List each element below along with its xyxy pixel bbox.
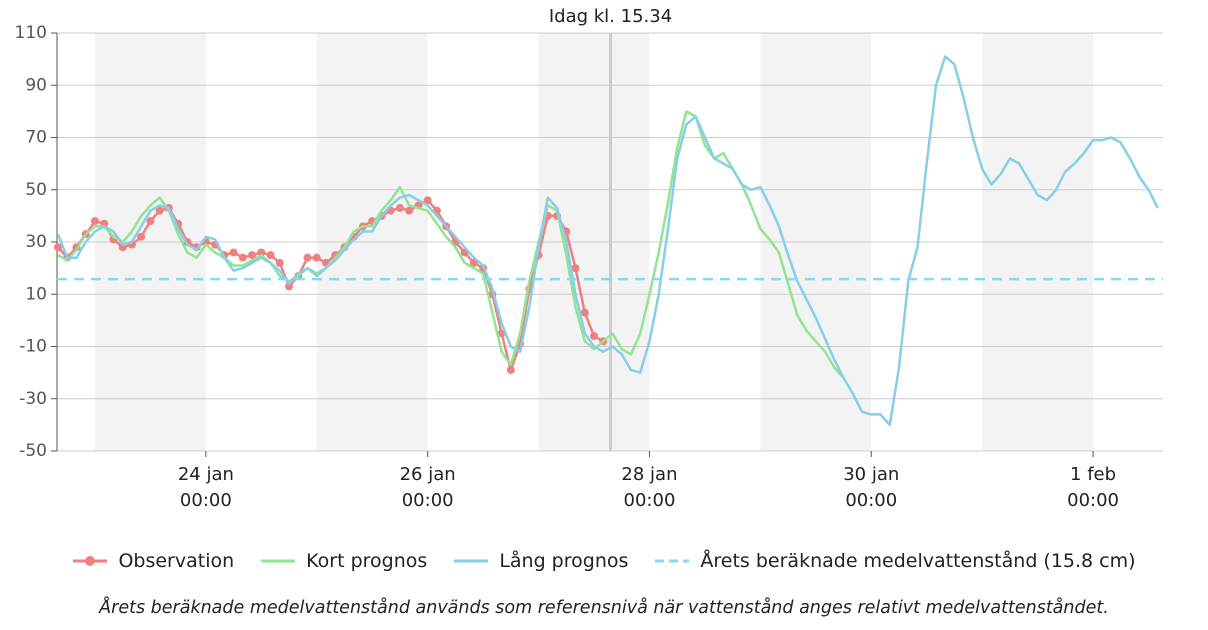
legend-label: Årets beräknade medelvattenstånd (15.8 c…	[700, 550, 1136, 572]
legend: Observation Kort prognos Lång prognos Årets…	[0, 550, 1208, 572]
legend-swatch	[261, 559, 296, 563]
legend-item: Lång prognos	[453, 550, 628, 572]
observation-point	[238, 253, 247, 262]
legend-item: Årets beräknade medelvattenstånd (15.8 c…	[654, 550, 1136, 572]
legend-label: Lång prognos	[499, 550, 629, 572]
series-line	[56, 55, 1159, 427]
x-tick-label: 26 jan 00:00	[399, 464, 456, 511]
observation-point	[405, 206, 414, 215]
observation-point	[285, 282, 294, 291]
y-tick-label: 70	[25, 128, 47, 148]
observation-point	[229, 248, 238, 257]
observation-point	[571, 264, 580, 273]
observation-point	[54, 243, 63, 252]
x-tick-label: 1 feb 00:00	[1067, 464, 1119, 511]
observation-point	[275, 258, 284, 267]
x-tick-label: 28 jan 00:00	[621, 464, 678, 511]
y-tick-label: 30	[25, 232, 47, 252]
y-tick-label: 90	[25, 75, 47, 95]
observation-point	[257, 248, 266, 257]
legend-item: Kort prognos	[260, 550, 427, 572]
observation-point	[395, 204, 404, 213]
observation-point	[312, 253, 321, 262]
legend-swatch	[73, 556, 108, 566]
observation-point	[146, 217, 155, 226]
y-tick-label: -10	[19, 337, 47, 357]
x-tick-label: 30 jan 00:00	[843, 464, 900, 511]
y-tick-label: 110	[15, 23, 47, 43]
today-label: Idag kl. 15.34	[548, 6, 673, 27]
legend-item: Observation	[72, 550, 234, 572]
observation-point	[155, 206, 164, 215]
legend-swatch	[454, 559, 489, 563]
observation-point	[506, 366, 515, 375]
observation-point	[590, 332, 599, 341]
observation-point	[248, 251, 257, 260]
x-tick-label: 24 jan 00:00	[177, 464, 234, 511]
y-tick-label: -50	[19, 441, 47, 461]
y-tick-label: 50	[25, 180, 47, 200]
y-tick-label: -30	[19, 389, 47, 409]
observation-point	[580, 308, 589, 317]
observation-point	[303, 253, 312, 262]
legend-swatch	[655, 559, 690, 563]
y-tick-label: 10	[25, 284, 47, 304]
legend-label: Observation	[118, 550, 235, 572]
observation-point	[266, 251, 275, 260]
legend-marker	[85, 556, 96, 566]
legend-label: Kort prognos	[306, 550, 428, 572]
footnote: Årets beräknade medelvattenstånd används…	[99, 598, 1109, 618]
observation-point	[137, 232, 146, 241]
observation-point	[90, 217, 99, 226]
observation-point	[423, 196, 432, 205]
